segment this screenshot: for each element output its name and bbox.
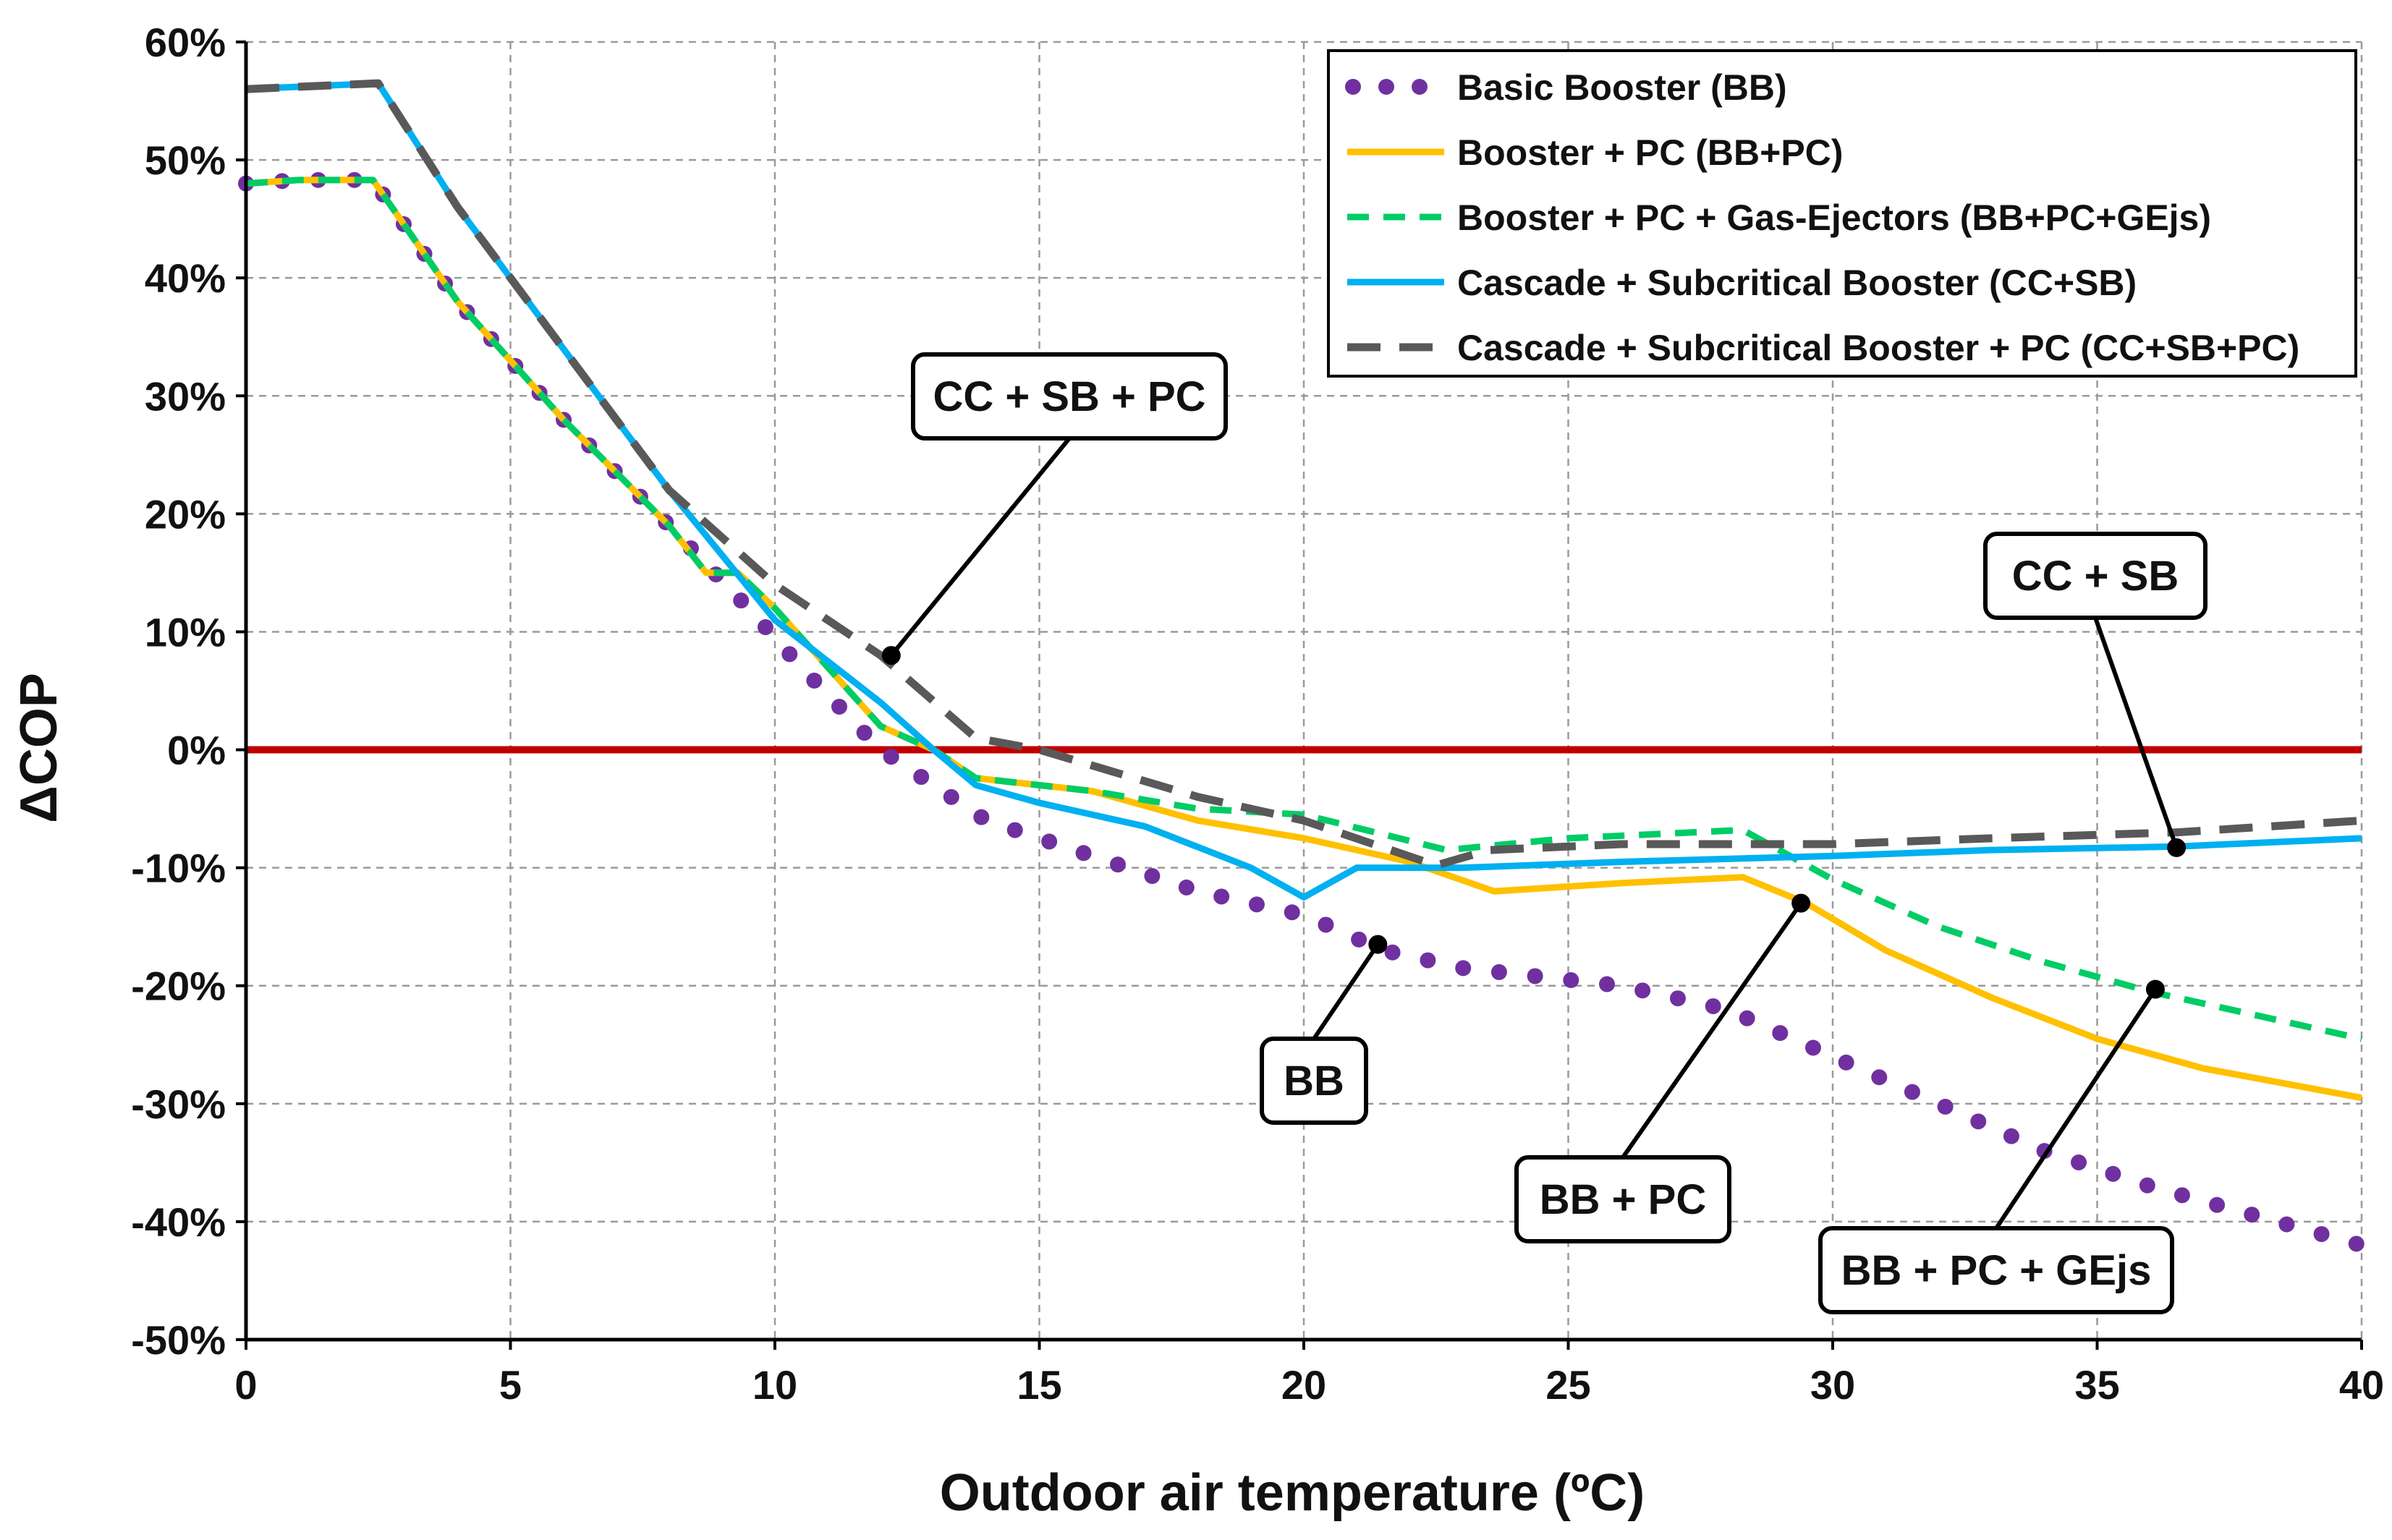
legend-label-2: Booster + PC (BB+PC)	[1457, 132, 1843, 173]
y-tick-label: -30%	[131, 1081, 226, 1127]
y-tick-label: 40%	[145, 255, 226, 301]
callout-label: BB + PC	[1540, 1176, 1706, 1223]
callout-box	[1260, 1037, 1368, 1125]
x-tick-label: 40	[2339, 1362, 2384, 1408]
y-tick-label: 30%	[145, 373, 226, 419]
legend-label-5: Cascade + Subcritical Booster + PC (CC+S…	[1457, 328, 2299, 368]
callout-label: BB + PC + GEjs	[1841, 1247, 2152, 1294]
series-layer	[238, 79, 2370, 1254]
series-line-5	[245, 79, 2362, 869]
y-tick-label: 60%	[145, 20, 226, 65]
callout-box	[911, 352, 1228, 441]
y-tick-label: -20%	[131, 963, 226, 1009]
y-tick-label: 50%	[145, 137, 226, 183]
callout-leader-line	[1312, 943, 1380, 1040]
callout-label: BB	[1284, 1058, 1344, 1105]
legend-box	[1327, 49, 2357, 378]
callout-leader-line	[2093, 617, 2179, 848]
callout-leader-line	[1621, 901, 1803, 1159]
callout-label: CC + SB	[2012, 553, 2179, 600]
y-tick-label: 10%	[145, 609, 226, 655]
axes-layer: 0 5 10 15 20 25 30 35 40 60% 50% 40% 30% 20% 10% 0% -10%…	[131, 20, 2384, 1408]
callout-box	[1983, 532, 2207, 620]
callout-box	[1818, 1226, 2174, 1314]
y-axis-title: ΔCOP	[10, 673, 68, 823]
x-tick-label: 0	[234, 1362, 257, 1408]
legend-label-3: Booster + PC + Gas-Ejectors (BB+PC+GEjs)	[1457, 197, 2211, 238]
callout-point-marker	[1368, 935, 1388, 954]
x-tick-label: 25	[1545, 1362, 1590, 1408]
x-tick-label: 20	[1281, 1362, 1326, 1408]
callout-leader-line	[889, 437, 1072, 657]
series-line-3	[245, 176, 2362, 1042]
x-tick-label: 5	[499, 1362, 522, 1408]
callout-leader-line	[1994, 987, 2158, 1230]
y-tick-label: -40%	[131, 1199, 226, 1245]
callout-layer: CC + SB + PC CC + SB BB BB + PC BB + PC + GE…	[881, 352, 2207, 1314]
x-tick-label: 30	[1810, 1362, 1855, 1408]
legend-layer: Basic Booster (BB) Booster + PC (BB+PC) Bo…	[1327, 49, 2357, 378]
y-tick-label: -10%	[131, 846, 226, 891]
callout-point-marker	[881, 646, 901, 665]
callout-point-marker	[2145, 979, 2165, 999]
callout-point-marker	[1791, 893, 1811, 913]
x-tick-label: 35	[2074, 1362, 2119, 1408]
callout-point-marker	[2167, 838, 2187, 857]
legend-label-4: Cascade + Subcritical Booster (CC+SB)	[1457, 263, 2137, 303]
x-axis-title: Outdoor air temperature (ºC)	[940, 1464, 1645, 1522]
legend-label-1: Basic Booster (BB)	[1457, 67, 1787, 108]
y-tick-label: 20%	[145, 491, 226, 537]
y-tick-label: 0%	[167, 728, 226, 773]
x-tick-label: 10	[752, 1362, 797, 1408]
callout-box	[1514, 1155, 1731, 1243]
x-tick-label: 15	[1017, 1362, 1061, 1408]
callout-label: CC + SB + PC	[933, 373, 1205, 420]
y-tick-label: -50%	[131, 1317, 226, 1363]
